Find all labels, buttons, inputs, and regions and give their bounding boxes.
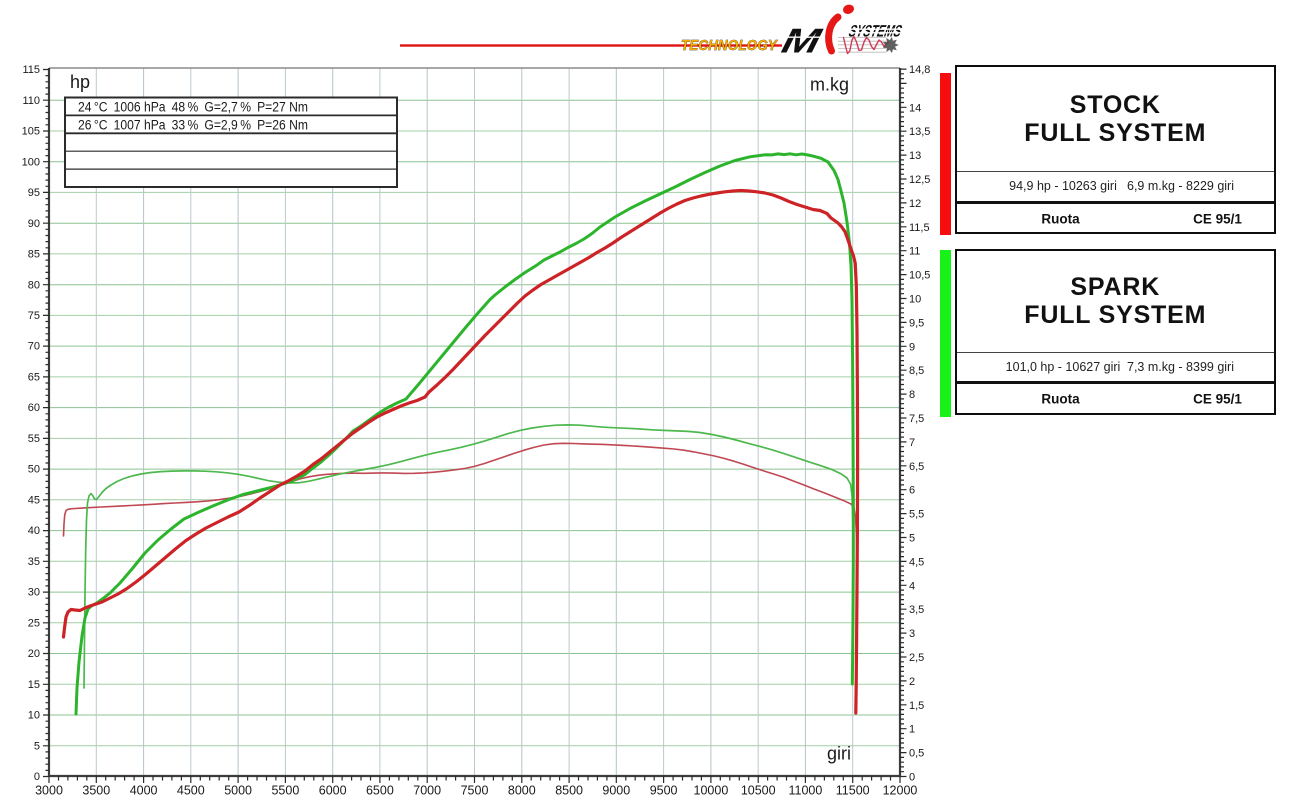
svg-text:5000: 5000	[224, 784, 252, 798]
svg-text:11: 11	[909, 246, 920, 258]
svg-text:3000: 3000	[35, 784, 63, 798]
svg-text:7500: 7500	[461, 784, 489, 798]
svg-text:3500: 3500	[82, 784, 110, 798]
svg-text:10: 10	[28, 710, 40, 722]
svg-text:6000: 6000	[319, 784, 347, 798]
svg-text:50: 50	[28, 464, 40, 476]
svg-text:8000: 8000	[508, 784, 536, 798]
svg-text:4000: 4000	[130, 784, 158, 798]
svg-text:11000: 11000	[788, 784, 822, 798]
svg-text:12: 12	[909, 198, 921, 210]
svg-text:11500: 11500	[836, 784, 870, 798]
svg-text:20: 20	[28, 648, 40, 660]
svg-text:TECHNOLOGY: TECHNOLOGY	[681, 38, 778, 54]
svg-text:6: 6	[909, 485, 915, 497]
svg-text:25: 25	[28, 617, 40, 629]
svg-text:1,5: 1,5	[909, 700, 924, 712]
svg-text:9000: 9000	[602, 784, 630, 798]
svg-text:13: 13	[909, 150, 921, 162]
svg-text:115: 115	[22, 64, 40, 76]
svg-text:6,5: 6,5	[909, 461, 924, 473]
svg-text:12000: 12000	[883, 784, 918, 798]
svg-text:13,5: 13,5	[909, 126, 930, 138]
svg-text:10500: 10500	[741, 784, 776, 798]
svg-text:105: 105	[22, 126, 40, 138]
svg-text:24 °C 1006 hPa 48 % G=2,7 % P=: 24 °C 1006 hPa 48 % G=2,7 % P=27 Nm	[78, 100, 308, 115]
svg-text:m.kg: m.kg	[810, 75, 849, 95]
svg-text:7000: 7000	[413, 784, 441, 798]
svg-text:12,5: 12,5	[909, 174, 930, 186]
svg-text:9: 9	[909, 341, 915, 353]
svg-text:11,5: 11,5	[909, 222, 930, 234]
svg-text:8: 8	[909, 389, 915, 401]
svg-text:60: 60	[28, 402, 40, 414]
svg-text:10,5: 10,5	[909, 270, 930, 282]
svg-text:7: 7	[909, 437, 915, 449]
svg-text:4,5: 4,5	[909, 556, 924, 568]
svg-text:65: 65	[28, 372, 40, 384]
svg-text:110: 110	[22, 95, 40, 107]
svg-text:0: 0	[34, 771, 40, 783]
svg-text:4: 4	[909, 580, 915, 592]
svg-text:SYSTEMS: SYSTEMS	[847, 22, 904, 41]
svg-text:3: 3	[909, 628, 915, 640]
svg-text:100: 100	[22, 156, 40, 168]
svg-text:5,5: 5,5	[909, 509, 924, 521]
svg-text:10: 10	[909, 294, 921, 306]
svg-text:80: 80	[28, 279, 40, 291]
svg-text:85: 85	[28, 249, 40, 261]
svg-text:75: 75	[28, 310, 40, 322]
svg-text:2: 2	[909, 676, 915, 688]
svg-text:14,8: 14,8	[909, 64, 930, 76]
svg-text:8,5: 8,5	[909, 365, 924, 377]
svg-text:7,5: 7,5	[909, 413, 924, 425]
svg-text:10000: 10000	[694, 784, 729, 798]
svg-text:6500: 6500	[366, 784, 394, 798]
svg-text:90: 90	[28, 218, 40, 230]
svg-text:8500: 8500	[555, 784, 583, 798]
svg-text:45: 45	[28, 494, 40, 506]
svg-text:4500: 4500	[177, 784, 205, 798]
svg-text:30: 30	[28, 587, 40, 599]
svg-text:14: 14	[909, 102, 921, 114]
svg-text:0,5: 0,5	[909, 748, 924, 760]
svg-text:2,5: 2,5	[909, 652, 924, 664]
svg-text:giri: giri	[827, 744, 851, 764]
svg-text:95: 95	[28, 187, 40, 199]
svg-text:9,5: 9,5	[909, 317, 924, 329]
svg-text:35: 35	[28, 556, 40, 568]
svg-text:5: 5	[909, 533, 915, 545]
svg-text:9500: 9500	[650, 784, 678, 798]
svg-text:3,5: 3,5	[909, 604, 924, 616]
svg-text:55: 55	[28, 433, 40, 445]
svg-text:26 °C 1007 hPa 33 % G=2,9 % P=: 26 °C 1007 hPa 33 % G=2,9 % P=26 Nm	[78, 117, 308, 132]
svg-text:15: 15	[28, 679, 40, 691]
svg-text:1: 1	[909, 724, 915, 736]
svg-text:40: 40	[28, 525, 40, 537]
svg-text:hp: hp	[70, 72, 90, 92]
svg-text:70: 70	[28, 341, 40, 353]
svg-text:M: M	[778, 22, 826, 60]
svg-text:5500: 5500	[271, 784, 299, 798]
svg-text:0: 0	[909, 772, 915, 784]
svg-text:5: 5	[34, 740, 40, 752]
